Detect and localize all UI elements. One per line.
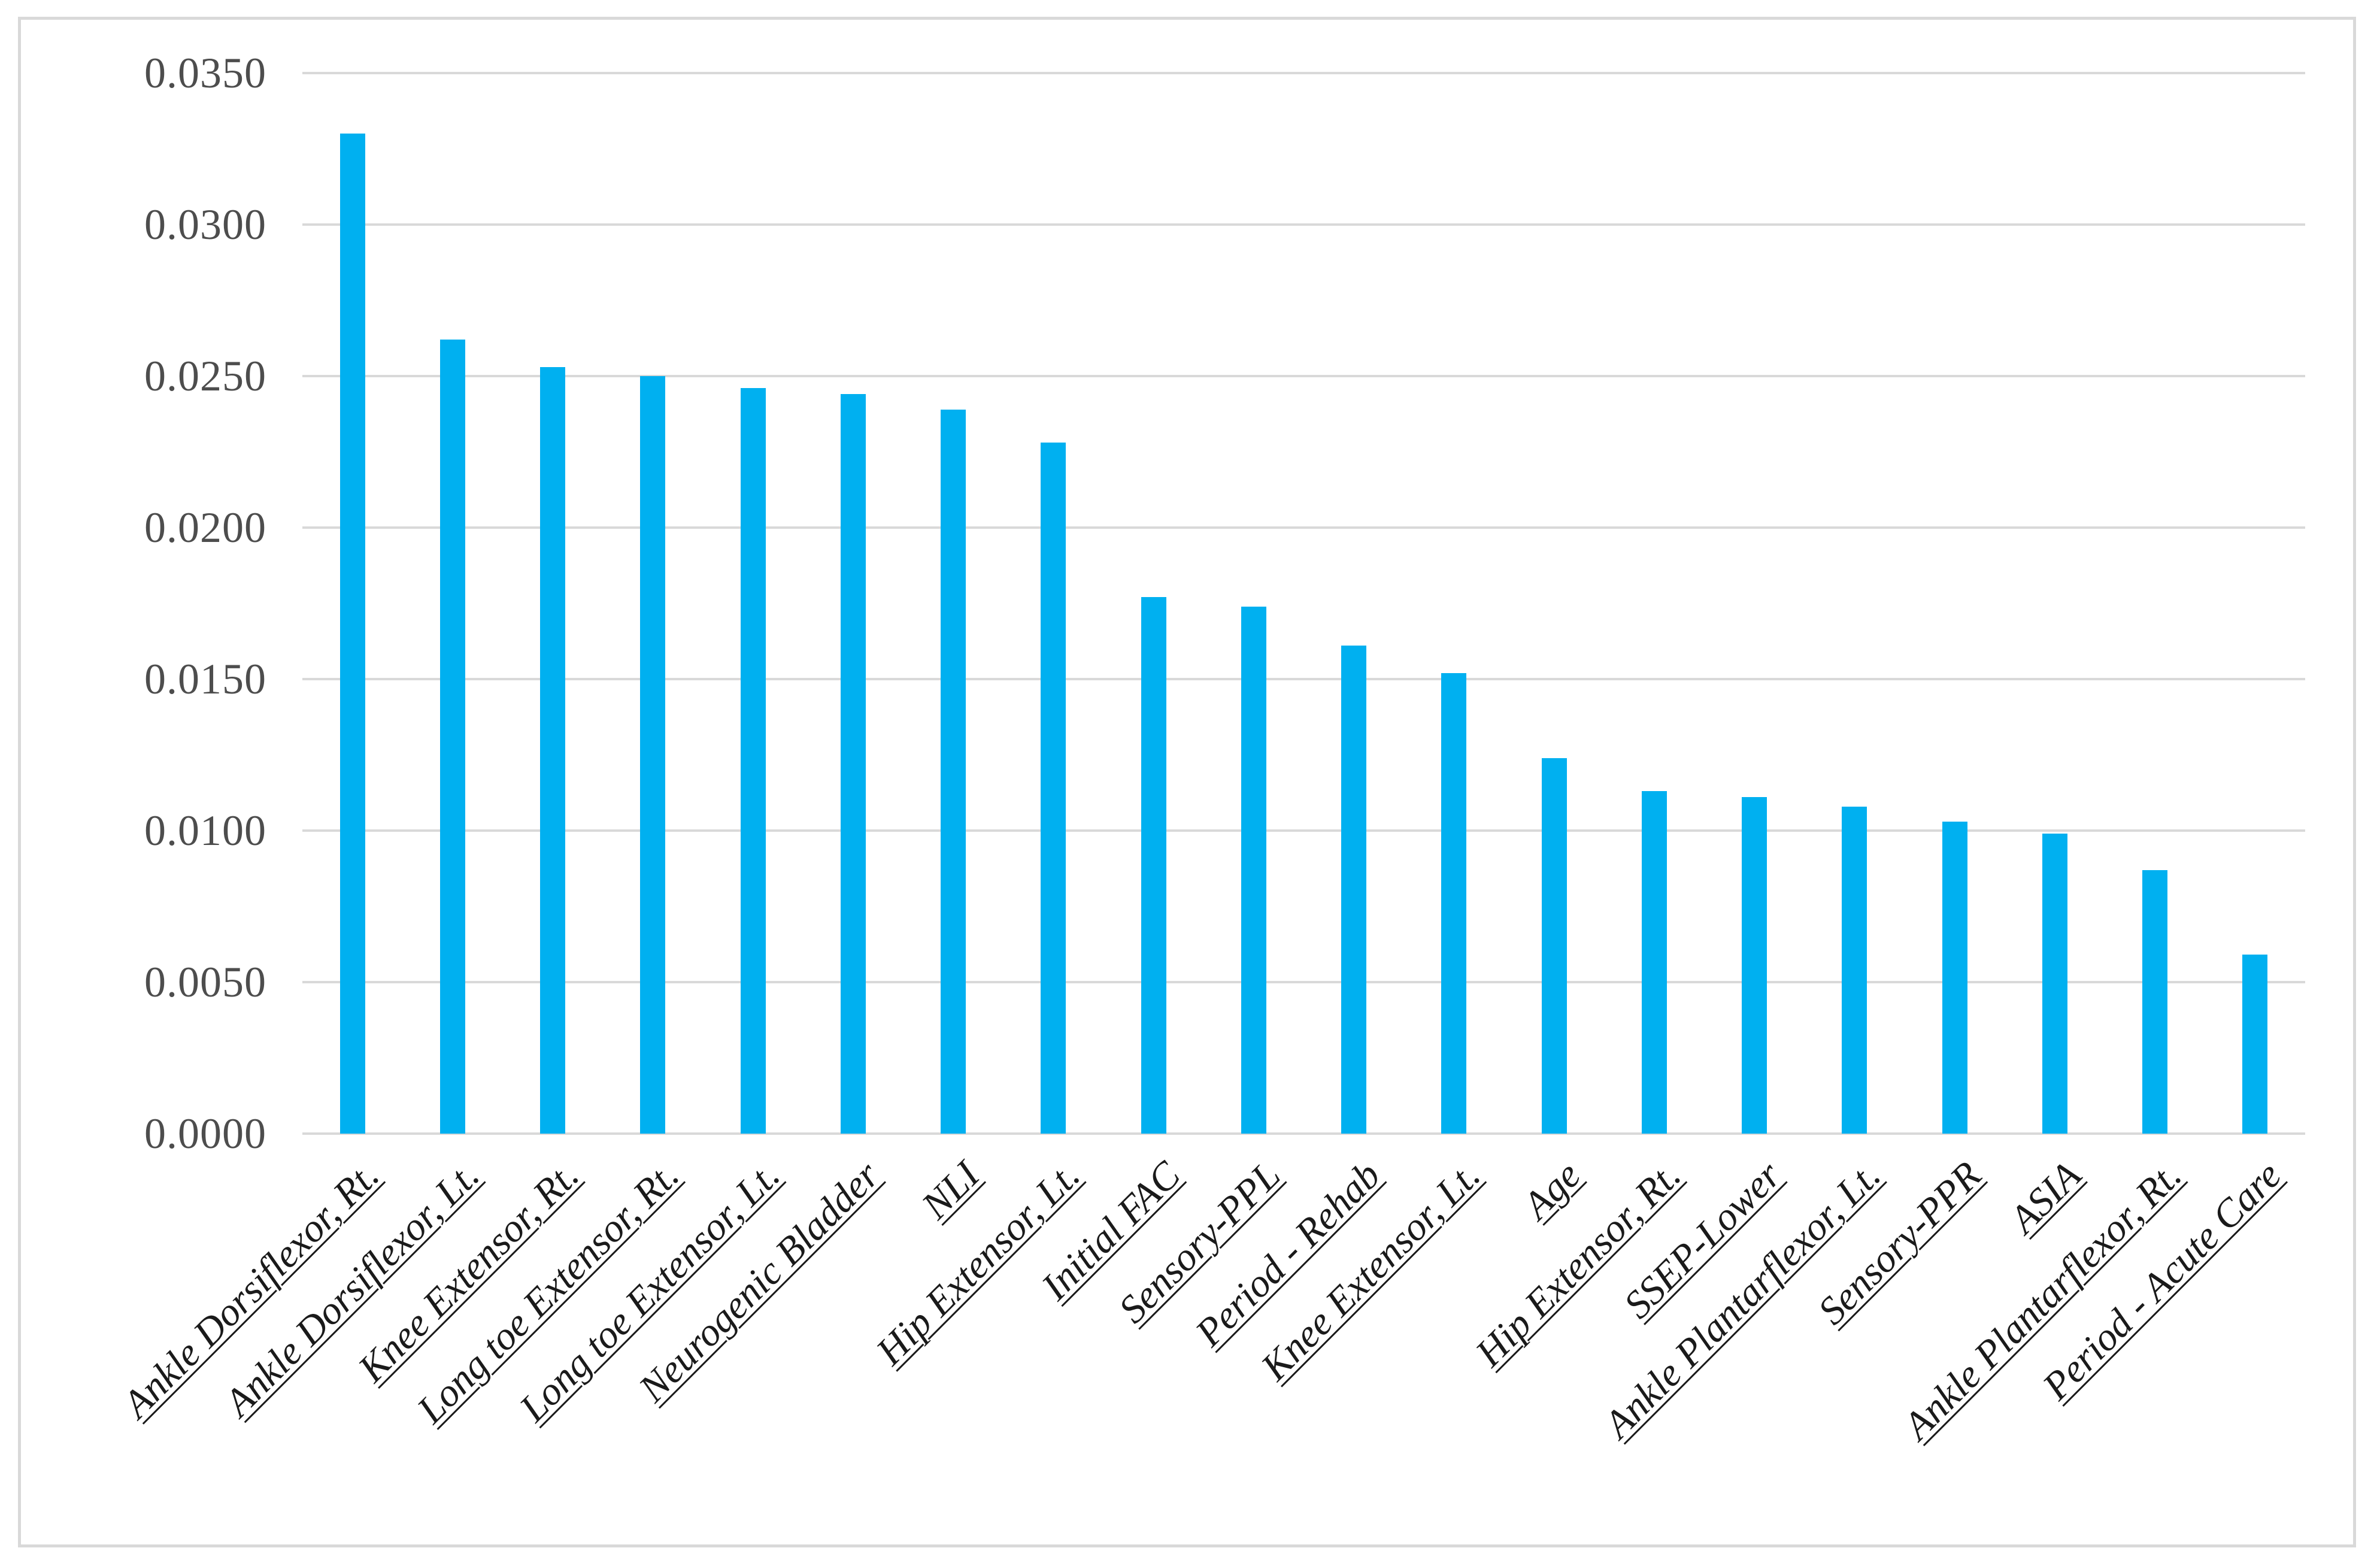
bar-slot	[1203, 73, 1303, 1134]
bar-slot	[402, 73, 502, 1134]
bar	[2242, 955, 2268, 1134]
y-tick-label: 0.0000	[144, 1110, 266, 1158]
bar-slot	[1404, 73, 1504, 1134]
bar	[1742, 797, 1767, 1134]
gridline	[302, 72, 2305, 74]
y-tick-label: 0.0250	[144, 352, 266, 400]
y-tick-label: 0.0100	[144, 807, 266, 855]
bar	[1942, 822, 1967, 1134]
bar-slot	[1905, 73, 2005, 1134]
bar-slot	[803, 73, 903, 1134]
bar-slot	[703, 73, 803, 1134]
bar	[1041, 443, 1066, 1134]
bar	[941, 410, 966, 1134]
bar	[1441, 673, 1467, 1134]
bar	[1341, 646, 1367, 1134]
bar	[840, 394, 866, 1134]
bar-series	[302, 73, 2305, 1134]
bar	[740, 388, 766, 1134]
y-tick-label: 0.0150	[144, 655, 266, 703]
gridline	[302, 375, 2305, 377]
bar-slot	[2205, 73, 2305, 1134]
plot-area	[302, 72, 2305, 1135]
bar	[339, 134, 365, 1134]
bar-slot	[1504, 73, 1604, 1134]
y-tick-label: 0.0200	[144, 504, 266, 552]
gridline	[302, 1132, 2305, 1135]
bar-slot	[904, 73, 1003, 1134]
y-tick-label: 0.0350	[144, 49, 266, 97]
bar	[1641, 791, 1667, 1134]
bar-slot	[2105, 73, 2205, 1134]
gridline	[302, 526, 2305, 529]
bar-slot	[1103, 73, 1203, 1134]
bar	[2042, 834, 2067, 1134]
bar-slot	[1304, 73, 1404, 1134]
chart-frame	[18, 17, 2356, 1547]
bar-slot	[2005, 73, 2105, 1134]
bar	[1141, 597, 1166, 1134]
gridline	[302, 829, 2305, 832]
gridline	[302, 981, 2305, 983]
bar	[439, 340, 465, 1134]
bar-slot	[302, 73, 402, 1134]
bar-slot	[1003, 73, 1103, 1134]
bar	[1241, 607, 1266, 1134]
bar-slot	[1705, 73, 1805, 1134]
bar-slot	[1604, 73, 1704, 1134]
gridline	[302, 223, 2305, 226]
y-tick-label: 0.0300	[144, 201, 266, 249]
bar	[1842, 807, 1867, 1134]
bar-slot	[603, 73, 703, 1134]
bar	[540, 367, 566, 1134]
bar-slot	[503, 73, 603, 1134]
bar	[640, 376, 666, 1134]
bar	[1541, 758, 1567, 1134]
bar-slot	[1805, 73, 1905, 1134]
gridline	[302, 678, 2305, 680]
y-tick-label: 0.0050	[144, 958, 266, 1006]
bar	[2142, 870, 2168, 1134]
